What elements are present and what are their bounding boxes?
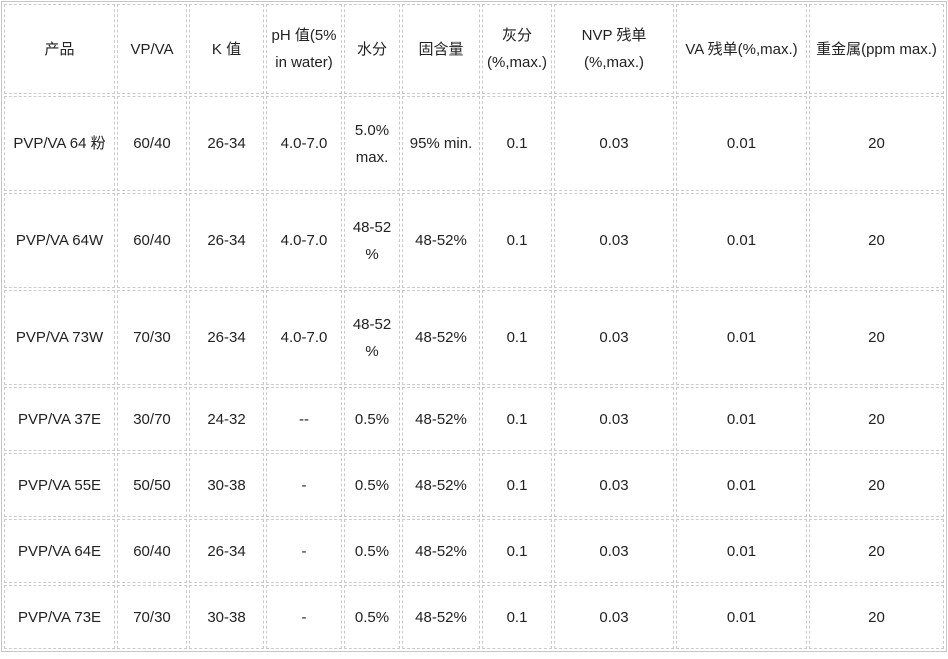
table-cell: 26-34: [189, 193, 264, 288]
table-cell: 48-52 %: [344, 193, 400, 288]
table-cell: 0.01: [676, 519, 807, 583]
product-name-cell: PVP/VA 64E: [4, 519, 115, 583]
table-cell: 20: [809, 453, 944, 517]
table-cell: 70/30: [117, 585, 187, 649]
table-cell: 26-34: [189, 96, 264, 191]
table-cell: 20: [809, 193, 944, 288]
table-cell: 60/40: [117, 519, 187, 583]
table-row: PVP/VA 55E 50/50 30-38-0.5% 48-52% 0.1 0.03 0.…: [4, 453, 944, 517]
table-row: PVP/VA 64W 60/40 26-34 4.0-7.0 48-52 % 48-52%…: [4, 193, 944, 288]
product-name-cell: PVP/VA 55E: [4, 453, 115, 517]
table-cell: 48-52%: [402, 585, 480, 649]
table-cell: 48-52%: [402, 387, 480, 451]
table-cell: 0.01: [676, 453, 807, 517]
table-cell: 48-52%: [402, 519, 480, 583]
table-cell: 26-34: [189, 519, 264, 583]
table-cell: 48-52%: [402, 193, 480, 288]
table-cell: 0.03: [554, 96, 674, 191]
header-row: 产品 VP/VA K 值 pH 值(5% in water) 水分 固含量 灰分…: [4, 4, 944, 94]
table-cell: 30-38: [189, 453, 264, 517]
table-cell: 60/40: [117, 193, 187, 288]
table-cell: 20: [809, 585, 944, 649]
table-cell: 0.5%: [344, 519, 400, 583]
table-cell: 0.1: [482, 290, 552, 385]
product-name-cell: PVP/VA 64W: [4, 193, 115, 288]
table-cell: 0.01: [676, 585, 807, 649]
table-cell: 0.1: [482, 193, 552, 288]
table-cell: 0.5%: [344, 585, 400, 649]
header-cell-ph: pH 值(5% in water): [266, 4, 342, 94]
header-cell-moisture: 水分: [344, 4, 400, 94]
product-name-cell: PVP/VA 37E: [4, 387, 115, 451]
table-cell: 4.0-7.0: [266, 290, 342, 385]
table-cell: 20: [809, 290, 944, 385]
product-name-cell: PVP/VA 64 粉: [4, 96, 115, 191]
product-name-cell: PVP/VA 73E: [4, 585, 115, 649]
header-cell-va-residual: VA 残单(%,max.): [676, 4, 807, 94]
table-cell: 0.01: [676, 193, 807, 288]
table-cell: -: [266, 519, 342, 583]
table-cell: 26-34: [189, 290, 264, 385]
table-cell: 0.01: [676, 96, 807, 191]
table-header: 产品 VP/VA K 值 pH 值(5% in water) 水分 固含量 灰分…: [4, 4, 944, 94]
product-name-cell: PVP/VA 73W: [4, 290, 115, 385]
table-cell: 0.03: [554, 453, 674, 517]
table-cell: -: [266, 585, 342, 649]
table-cell: 50/50: [117, 453, 187, 517]
table-cell: 0.01: [676, 290, 807, 385]
header-cell-ash: 灰分 (%,max.): [482, 4, 552, 94]
table-row: PVP/VA 73W 70/30 26-34 4.0-7.0 48-52 % 48-52%…: [4, 290, 944, 385]
table-cell: 0.01: [676, 387, 807, 451]
table-cell: -: [266, 453, 342, 517]
table-row: PVP/VA 37E 30/70 24-32 -- 0.5% 48-52% 0.1 0.03 0…: [4, 387, 944, 451]
table-cell: 5.0% max.: [344, 96, 400, 191]
table-cell: 0.03: [554, 290, 674, 385]
header-cell-heavy-metals: 重金属(ppm max.): [809, 4, 944, 94]
table-cell: 48-52 %: [344, 290, 400, 385]
table-cell: 4.0-7.0: [266, 96, 342, 191]
header-cell-solids: 固含量: [402, 4, 480, 94]
table-cell: 0.1: [482, 453, 552, 517]
table-cell: 0.5%: [344, 387, 400, 451]
table-cell: 60/40: [117, 96, 187, 191]
table-row: PVP/VA 64 粉 60/40 26-34 4.0-7.0 5.0% max. 95%…: [4, 96, 944, 191]
table-cell: 0.1: [482, 585, 552, 649]
table-cell: 70/30: [117, 290, 187, 385]
header-cell-product: 产品: [4, 4, 115, 94]
table-cell: 95% min.: [402, 96, 480, 191]
table-cell: 20: [809, 96, 944, 191]
table-cell: 30/70: [117, 387, 187, 451]
table-cell: --: [266, 387, 342, 451]
table-row: PVP/VA 73E 70/30 30-38-0.5% 48-52% 0.1 0.03 0.…: [4, 585, 944, 649]
table-cell: 24-32: [189, 387, 264, 451]
table-body: PVP/VA 64 粉 60/40 26-34 4.0-7.0 5.0% max. 95%…: [4, 96, 944, 649]
table-cell: 0.03: [554, 519, 674, 583]
table-cell: 20: [809, 387, 944, 451]
table-cell: 48-52%: [402, 453, 480, 517]
table-cell: 0.03: [554, 585, 674, 649]
table-cell: 0.5%: [344, 453, 400, 517]
table-cell: 0.1: [482, 519, 552, 583]
header-cell-kvalue: K 值: [189, 4, 264, 94]
table-cell: 0.03: [554, 387, 674, 451]
table-cell: 0.1: [482, 387, 552, 451]
header-cell-nvp-residual: NVP 残单 (%,max.): [554, 4, 674, 94]
header-cell-vpva: VP/VA: [117, 4, 187, 94]
table-cell: 0.1: [482, 96, 552, 191]
table-cell: 0.03: [554, 193, 674, 288]
table-row: PVP/VA 64E 60/40 26-34-0.5% 48-52% 0.1 0.03 0.…: [4, 519, 944, 583]
table-cell: 30-38: [189, 585, 264, 649]
table-cell: 4.0-7.0: [266, 193, 342, 288]
table-cell: 48-52%: [402, 290, 480, 385]
table-cell: 20: [809, 519, 944, 583]
